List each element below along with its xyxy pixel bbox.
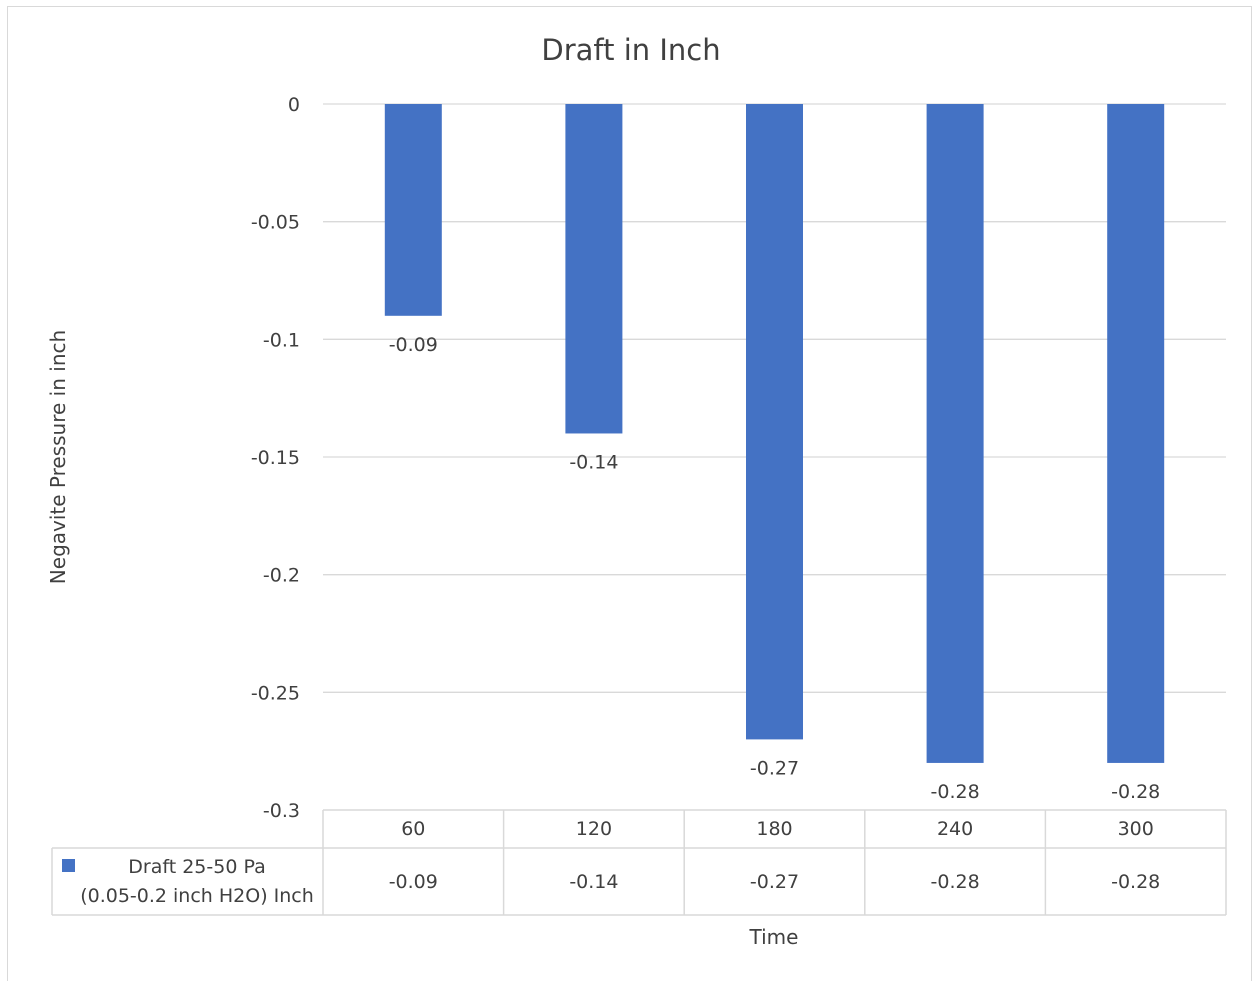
table-category-label: 300 <box>1118 818 1154 840</box>
data-table: 60 -0.09 120 -0.14 180 -0.27 240 -0.28 300 -0.28 D… <box>51 809 1227 916</box>
table-category-label: 240 <box>937 818 973 840</box>
y-tick-label: -0.2 <box>263 565 300 587</box>
data-label: -0.28 <box>931 781 980 803</box>
table-category-label: 120 <box>576 818 612 840</box>
chart-title: Draft in Inch <box>541 33 720 67</box>
y-axis-title: Negavite Pressure in inch <box>46 330 70 584</box>
table-value-cell: -0.09 <box>389 871 438 893</box>
table-value-cell: -0.14 <box>569 871 618 893</box>
chart-border <box>7 6 1252 981</box>
y-tick-label: -0.1 <box>263 329 300 351</box>
table-value-cell: -0.27 <box>750 871 799 893</box>
data-labels: -0.09 -0.14 -0.27 -0.28 -0.28 <box>389 334 1161 803</box>
legend-label-line-1: Draft 25-50 Pa <box>128 856 265 878</box>
legend-swatch <box>62 859 75 872</box>
table-category-label: 180 <box>756 818 792 840</box>
data-label: -0.27 <box>750 757 799 779</box>
bar <box>746 104 803 740</box>
y-tick-label: -0.3 <box>263 800 300 822</box>
bar <box>1107 104 1165 763</box>
bars <box>384 104 1165 763</box>
bar <box>384 104 442 316</box>
y-tick-label: -0.15 <box>251 447 300 469</box>
bar <box>926 104 984 763</box>
table-category-label: 60 <box>401 818 425 840</box>
data-label: -0.09 <box>389 334 438 356</box>
y-tick-label: 0 <box>288 94 300 116</box>
legend-label-line-2: (0.05-0.2 inch H2O) Inch <box>80 885 314 907</box>
y-tick-label: -0.25 <box>251 682 300 704</box>
bar <box>565 104 623 434</box>
y-axis-ticks: 0 -0.05 -0.1 -0.15 -0.2 -0.25 -0.3 <box>251 94 300 822</box>
table-value-cell: -0.28 <box>1111 871 1160 893</box>
y-tick-label: -0.05 <box>251 212 300 234</box>
data-label: -0.14 <box>569 451 618 473</box>
table-value-cell: -0.28 <box>931 871 980 893</box>
data-label: -0.28 <box>1111 781 1160 803</box>
x-axis-title: Time <box>749 925 799 949</box>
